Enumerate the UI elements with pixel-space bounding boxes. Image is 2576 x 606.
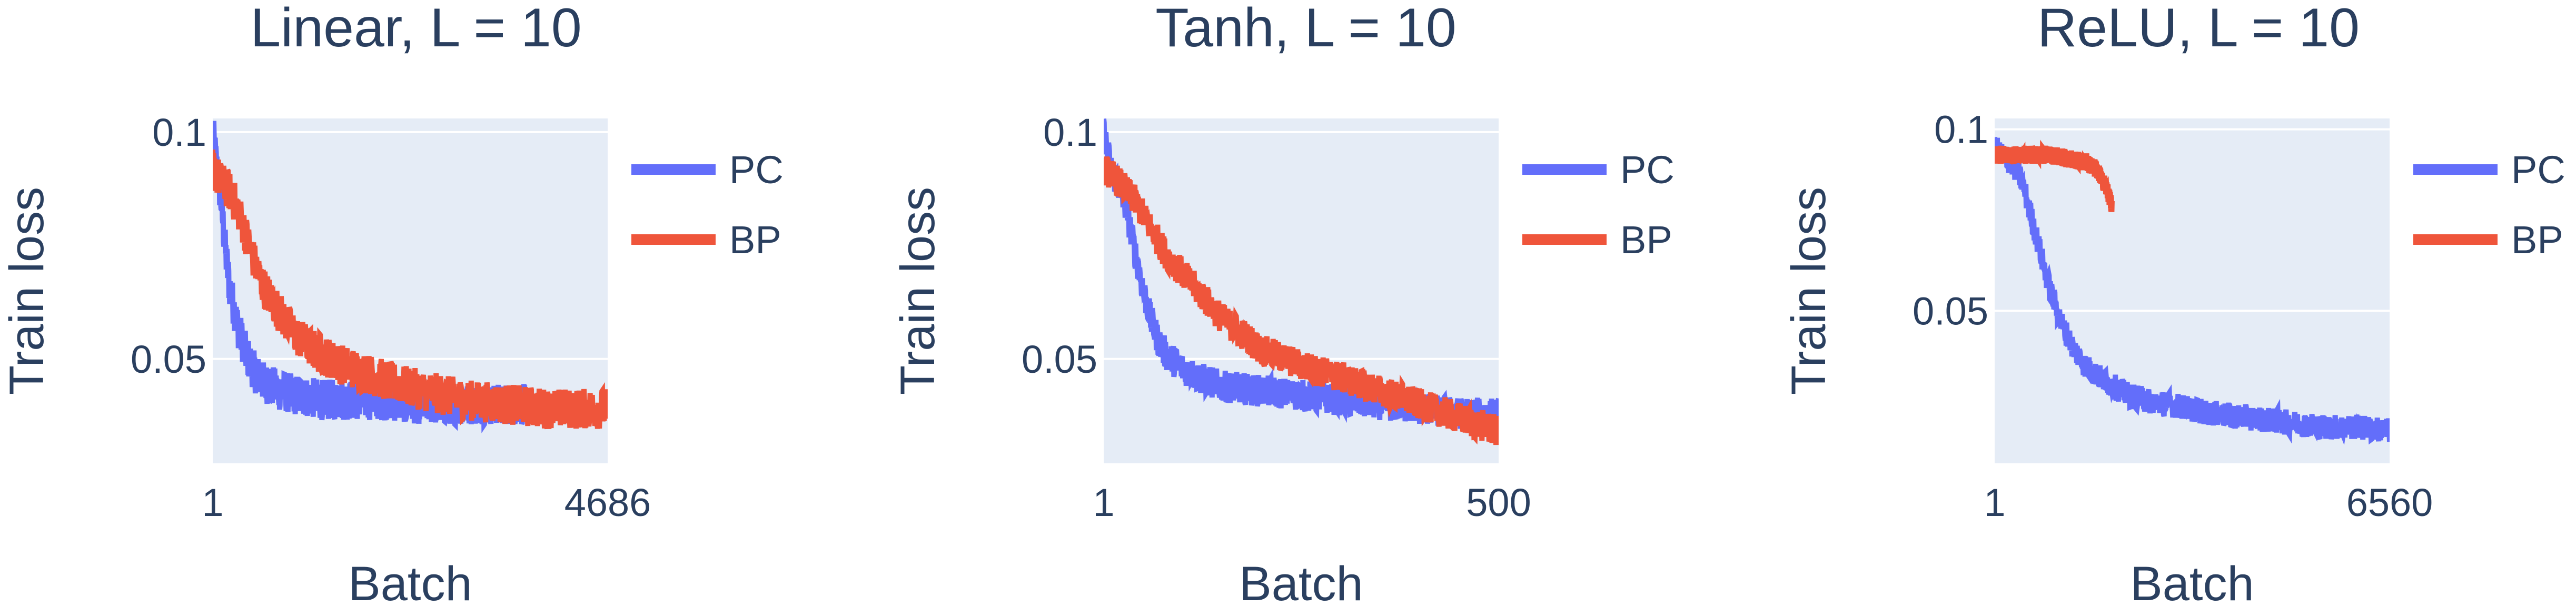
x-tick-label: 6560 xyxy=(2346,481,2433,524)
x-tick-label: 1 xyxy=(1093,481,1114,524)
chart-0: 0.05 0.1 1 4686 Linear, L = 10 Batch Train los… xyxy=(0,0,784,606)
x-tick-label: 1 xyxy=(202,481,223,524)
legend-label-pc: PC xyxy=(1620,148,1675,192)
y-axis-title: Train loss xyxy=(1782,187,1836,395)
chart-title: Tanh, L = 10 xyxy=(1155,0,1457,58)
x-axis-title: Batch xyxy=(1239,557,1363,606)
x-axis-title: Batch xyxy=(348,557,472,606)
legend-label-bp: BP xyxy=(2511,218,2563,262)
series-line-bp xyxy=(213,149,608,430)
chart-title: ReLU, L = 10 xyxy=(2037,0,2360,58)
y-tick-label: 0.1 xyxy=(1043,111,1097,154)
series-line-bp xyxy=(1995,140,2115,212)
x-tick-label: 1 xyxy=(1984,481,2005,524)
x-tick-label: 4686 xyxy=(564,481,651,524)
legend-label-bp: BP xyxy=(729,218,781,262)
y-axis-title: Train loss xyxy=(0,187,54,395)
series-line-bp xyxy=(1104,156,1499,445)
y-tick-label: 0.1 xyxy=(1934,108,1988,152)
y-tick-label: 0.1 xyxy=(152,111,206,154)
y-tick-label: 0.05 xyxy=(131,337,206,381)
legend-label-pc: PC xyxy=(729,148,784,192)
x-tick-label: 500 xyxy=(1466,481,1531,524)
y-tick-label: 0.05 xyxy=(1913,289,1988,333)
chart-title: Linear, L = 10 xyxy=(250,0,581,58)
chart-2: 0.05 0.1 1 6560 ReLU, L = 10 Batch Train loss P… xyxy=(1782,0,2565,606)
y-tick-label: 0.05 xyxy=(1022,337,1097,381)
y-axis-title: Train loss xyxy=(891,187,945,395)
chart-1: 0.05 0.1 1 500 Tanh, L = 10 Batch Train loss PC… xyxy=(891,0,1675,606)
series-line-pc xyxy=(1995,136,2390,445)
x-axis-title: Batch xyxy=(2130,557,2254,606)
legend-label-bp: BP xyxy=(1620,218,1672,262)
legend-label-pc: PC xyxy=(2511,148,2565,192)
